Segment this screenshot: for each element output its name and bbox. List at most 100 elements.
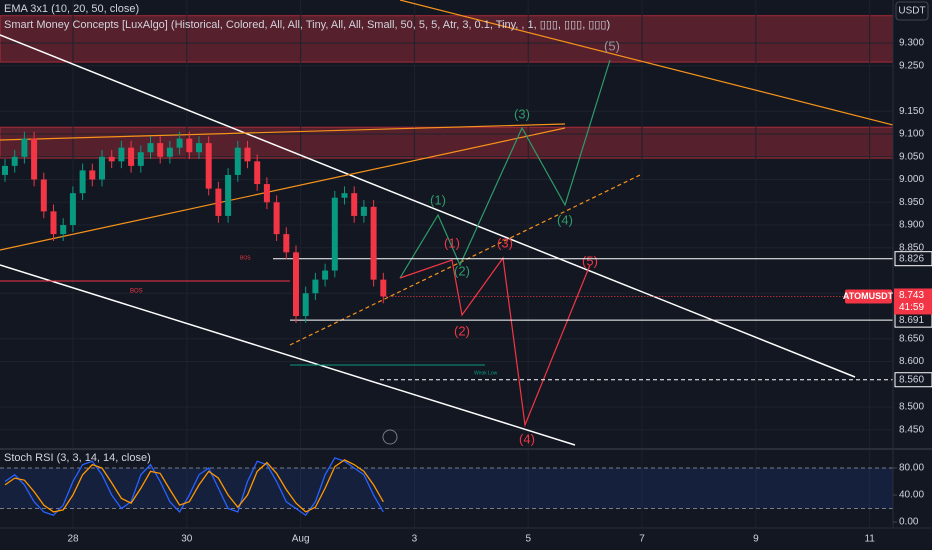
level-label: 8.826 (899, 253, 924, 264)
trend-line (0, 123, 566, 141)
y-tick-label: 8.900 (899, 220, 924, 231)
trend-line (289, 174, 641, 346)
wave-label: (1) (430, 192, 446, 207)
currency[interactable]: USDT (898, 6, 925, 17)
stoch-line (4, 459, 384, 513)
wave-path (399, 256, 591, 428)
candle-body (380, 279, 387, 297)
trend-line (399, 0, 894, 126)
candle-body (273, 202, 280, 235)
stoch-band (0, 468, 893, 509)
candle-body (244, 147, 251, 162)
y-tick-label: 8.650 (899, 333, 924, 344)
trend-line (0, 127, 566, 251)
candle-body (31, 138, 38, 180)
candle-body (331, 197, 338, 271)
candle-body (79, 170, 86, 194)
stoch-line (4, 457, 384, 517)
wave-path (399, 59, 611, 279)
indicator-legend: Smart Money Concepts [LuxAlgo] (Historic… (4, 19, 610, 31)
level-tag (894, 251, 932, 267)
candle-body (360, 206, 367, 216)
candle-body (283, 234, 290, 253)
y-tick-label: 8.850 (899, 242, 924, 253)
candle-body (2, 165, 8, 175)
level-tag (894, 372, 932, 388)
symbol-tag (845, 289, 892, 304)
price-tag (894, 288, 932, 315)
candle-body (205, 143, 212, 189)
level-label: 8.691 (899, 315, 924, 326)
candle-body (60, 225, 67, 235)
y-tick-label: 8.500 (899, 402, 924, 413)
candle-body (196, 143, 202, 153)
x-tick-label: 3 (412, 534, 418, 545)
x-tick-label: 5 (525, 534, 531, 545)
indicator-legend: EMA 3x1 (10, 20, 50, close) (4, 3, 139, 15)
y-tick-label: 9.100 (899, 129, 924, 140)
candle-body (147, 143, 154, 153)
wave-label: (1) (444, 235, 460, 250)
y-tick-label: 9.000 (899, 174, 924, 185)
wave-label: (2) (454, 263, 470, 278)
annotation: Weak Low (474, 370, 498, 376)
candle-body (108, 156, 115, 162)
candle-body (89, 170, 96, 180)
drawings (0, 0, 894, 446)
candle-body (137, 152, 144, 166)
candle-body (128, 147, 135, 166)
indicator-legend: Stoch RSI (3, 3, 14, 14, close) (4, 452, 151, 464)
candle-body (263, 184, 270, 203)
y-tick-label: 9.300 (899, 38, 924, 49)
candle-body (50, 211, 57, 235)
candle-body (118, 147, 125, 162)
candle-body (234, 147, 241, 175)
level-label: 8.560 (899, 374, 924, 385)
wave-label: (3) (497, 235, 513, 250)
candle-body (302, 293, 309, 317)
x-tick-label: 28 (67, 534, 79, 545)
x-tick-label: 7 (639, 534, 645, 545)
price-label: 8.743 (899, 290, 924, 301)
wave-label: (4) (557, 212, 573, 227)
candle-body (351, 193, 358, 216)
replay-icon[interactable] (382, 429, 398, 445)
y-tick-label: 8.950 (899, 197, 924, 208)
y-tick-label: 9.250 (899, 60, 924, 71)
zone (0, 15, 894, 63)
wave-label: (3) (514, 106, 530, 121)
candle-body (225, 174, 232, 216)
candle-body (341, 193, 348, 198)
candle-body (312, 279, 319, 294)
x-tick-label: 9 (753, 534, 759, 545)
trend-line (0, 264, 576, 446)
currency-button[interactable] (895, 1, 929, 21)
x-tick-label: 30 (181, 534, 193, 545)
y-tick-label: 40.00 (899, 490, 924, 501)
wave-label: (5) (582, 253, 598, 268)
price-axis (893, 0, 932, 550)
candle-body (322, 270, 329, 280)
countdown: 41:59 (899, 302, 924, 313)
candle-body (293, 252, 299, 317)
candle-body (254, 161, 261, 185)
y-tick-label: 8.450 (899, 424, 924, 435)
y-tick-label: 9.050 (899, 151, 924, 162)
candle-body (40, 179, 47, 212)
symbol-label: ATOMUSDT (843, 291, 894, 301)
candle-body (157, 143, 164, 157)
candle-body (215, 188, 222, 216)
candle-body (176, 138, 183, 148)
wave-label: (4) (519, 431, 535, 446)
candle-body (99, 156, 105, 180)
candle-body (186, 138, 193, 153)
candle-body (21, 138, 28, 157)
y-tick-label: 8.600 (899, 356, 924, 367)
candle-body (166, 147, 173, 157)
y-tick-label: 9.150 (899, 106, 924, 117)
candle-body (69, 193, 76, 226)
y-tick-label: 0.00 (899, 517, 919, 528)
wave-label: (5) (604, 38, 620, 53)
